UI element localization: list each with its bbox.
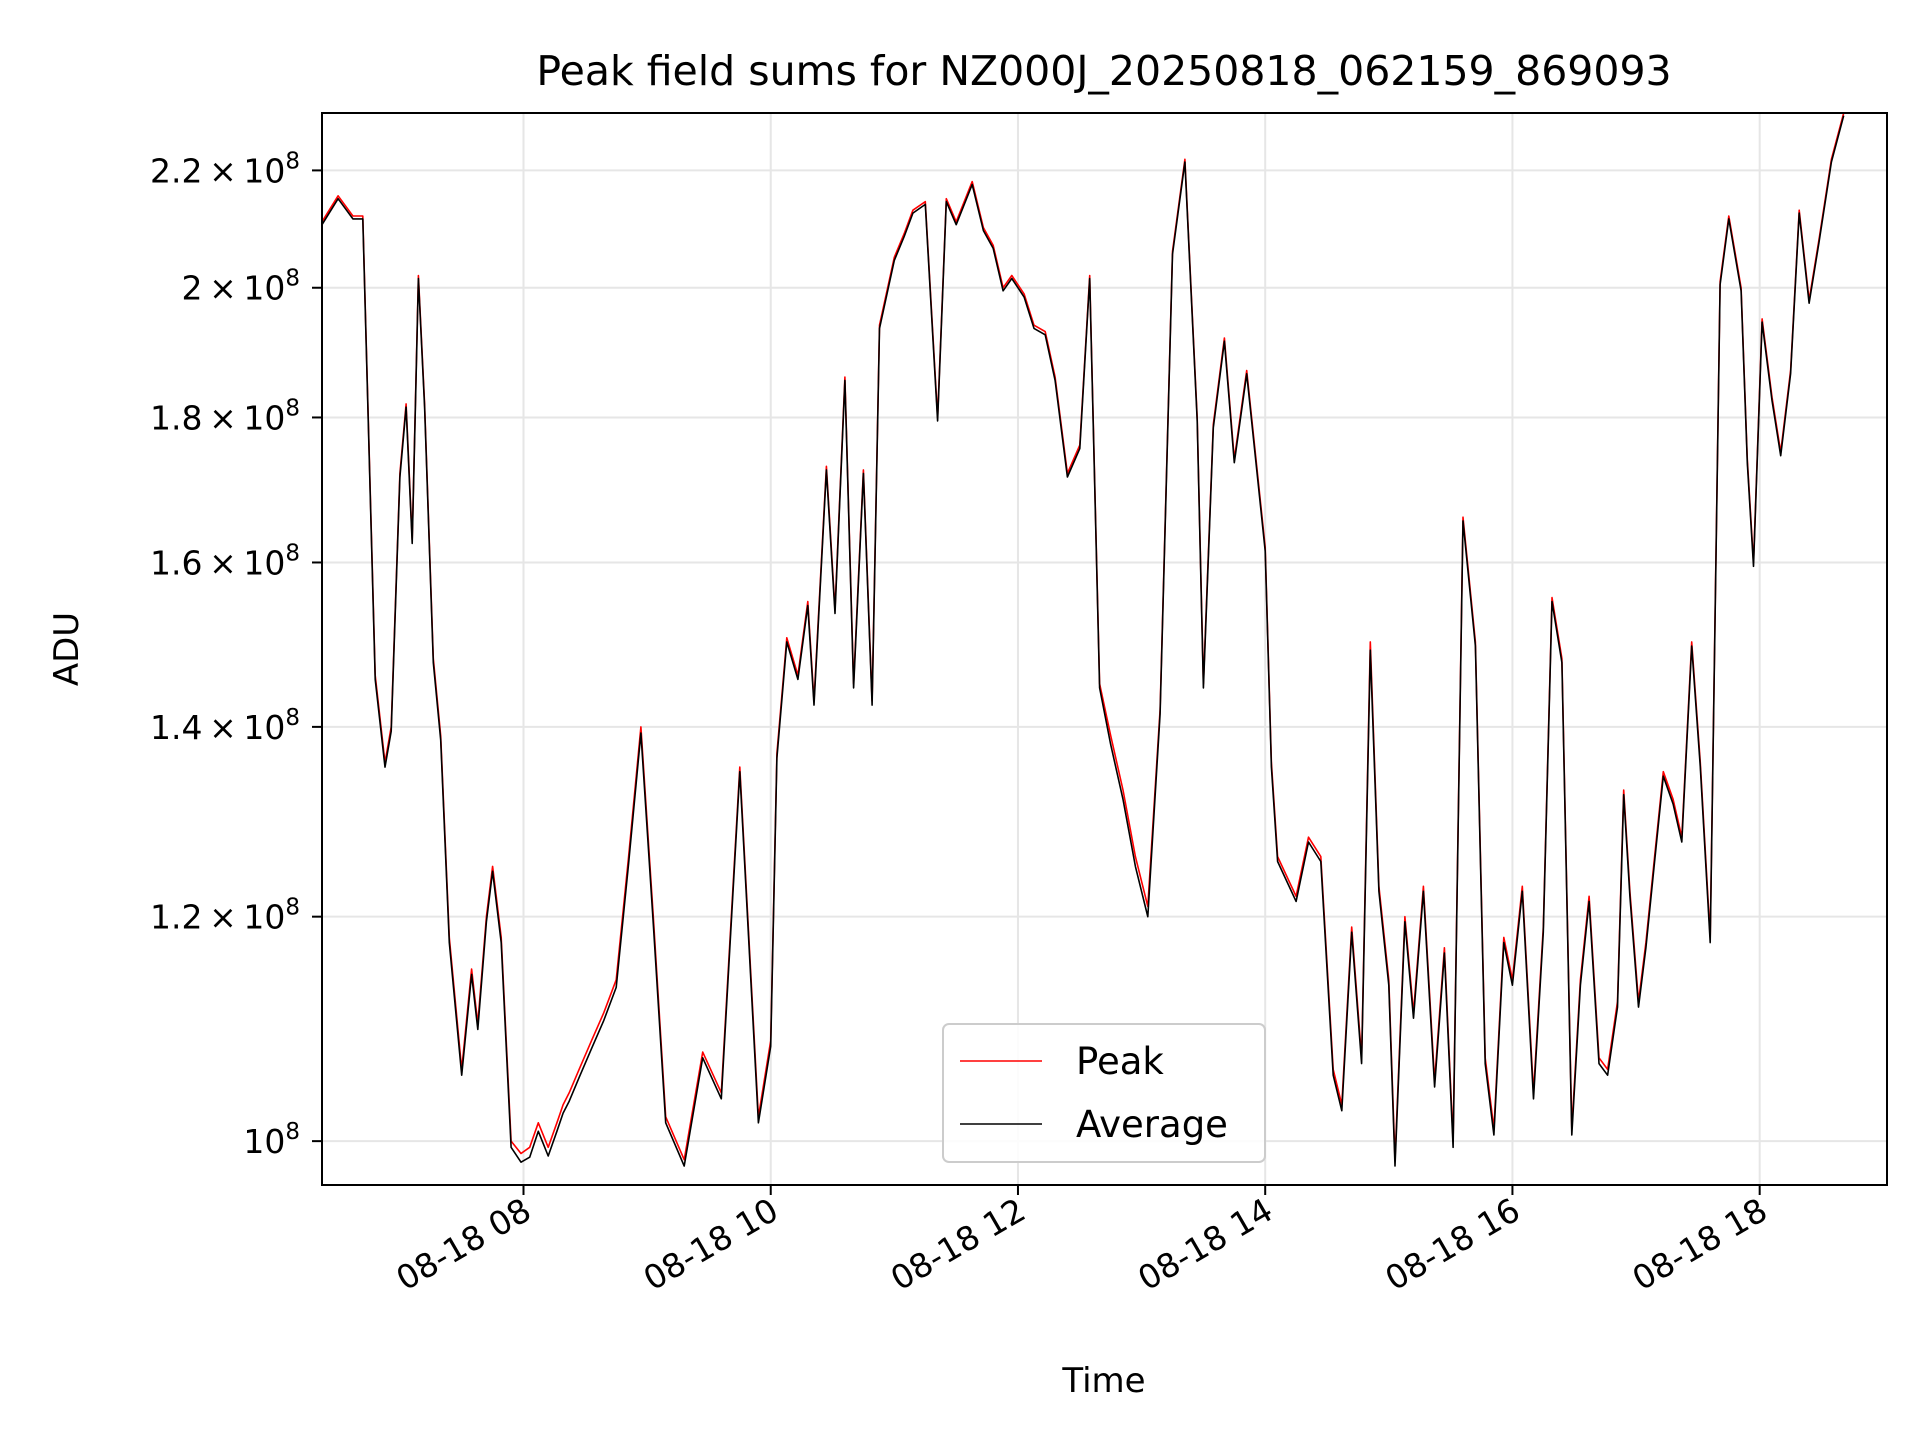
y-tick-label: 1.4 × 108	[150, 705, 300, 747]
chart-title: Peak field sums for NZ000J_20250818_0621…	[536, 47, 1671, 95]
y-axis-label: ADU	[47, 612, 87, 686]
legend-box	[942, 1023, 1266, 1163]
y-tick-label: 2.2 × 108	[150, 148, 300, 190]
legend-label-average: Average	[1076, 1103, 1228, 1146]
series-layer	[322, 113, 1845, 1167]
grid	[322, 113, 1887, 1185]
x-axis-label: Time	[1061, 1361, 1145, 1401]
series-line-average	[322, 115, 1845, 1167]
y-tick-label: 1.2 × 108	[150, 895, 300, 937]
y-axis: 108 1.2 × 108 1.4 × 108 1.6 × 108 1.8 × 108 2…	[150, 148, 322, 1161]
legend-label-peak: Peak	[1076, 1040, 1164, 1083]
y-tick-label: 108	[243, 1119, 300, 1161]
y-tick-label: 1.6 × 108	[150, 540, 300, 582]
y-tick-label: 1.8 × 108	[150, 395, 300, 437]
y-tick-label: 2 × 108	[182, 266, 300, 308]
plot-area-frame	[321, 112, 1888, 1186]
legend: Peak Average	[942, 1023, 1266, 1163]
